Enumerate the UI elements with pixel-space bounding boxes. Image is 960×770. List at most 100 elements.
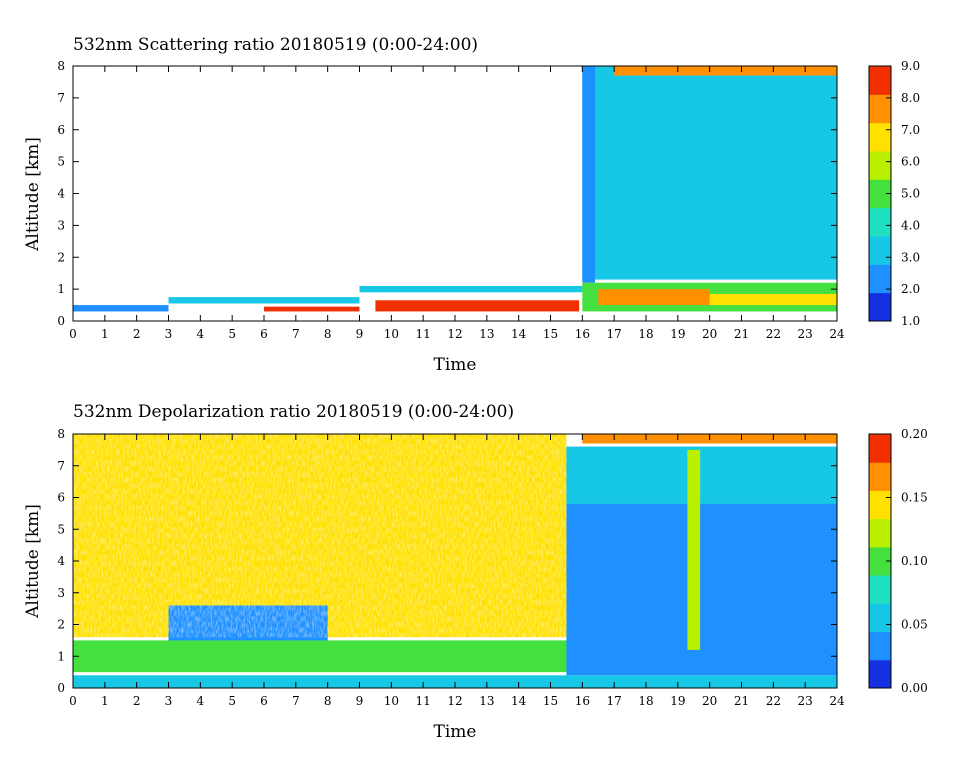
scattering-heatmap: [73, 66, 837, 321]
x-tick-label: 0: [69, 694, 77, 708]
x-tick-label: 18: [638, 327, 653, 341]
scattering-xlabel: Time: [434, 355, 477, 375]
x-tick-label: 11: [416, 327, 431, 341]
colorbar-segment: [869, 631, 891, 661]
y-tick-label: 2: [57, 250, 65, 264]
heatmap-region: [709, 293, 837, 306]
x-tick-label: 16: [575, 694, 590, 708]
x-tick-label: 15: [543, 694, 558, 708]
colorbar-segment: [869, 603, 891, 633]
depolarization-colorbar: 0.00 0.05 0.10 0.15 0.20: [868, 427, 928, 695]
heatmap-region: [614, 66, 837, 76]
y-tick-label: 0: [57, 681, 65, 695]
y-tick-label: 3: [57, 586, 65, 600]
y-tick-label: 5: [57, 155, 65, 169]
y-tick-label: 2: [57, 618, 65, 632]
colorbar-segment: [869, 122, 891, 152]
heatmap-region: [598, 289, 710, 306]
x-tick-label: 23: [798, 327, 813, 341]
x-tick-label: 23: [798, 694, 813, 708]
x-tick-label: 22: [766, 327, 781, 341]
heatmap-region: [582, 66, 596, 283]
x-tick-label: 20: [702, 327, 717, 341]
colorbar-segment: [869, 434, 891, 463]
x-tick-label: 11: [416, 694, 431, 708]
colorbar-segment: [869, 546, 891, 576]
x-tick-label: 0: [69, 327, 77, 341]
colorbar-segment: [869, 518, 891, 548]
colorbar-tick-label: 4.0: [901, 218, 920, 232]
heatmap-region: [687, 449, 701, 650]
x-tick-label: 24: [829, 694, 845, 708]
x-tick-label: 13: [479, 694, 494, 708]
x-tick-label: 2: [133, 694, 141, 708]
depolarization-title: 532nm Depolarization ratio 20180519 (0:0…: [73, 402, 514, 422]
heatmap-region: [582, 66, 837, 280]
x-tick-label: 3: [165, 327, 173, 341]
colorbar-segment: [869, 151, 891, 180]
colorbar-tick-label: 2.0: [901, 282, 920, 296]
scattering-panel: 532nm Scattering ratio 20180519 (0:00-24…: [23, 35, 920, 375]
x-tick-label: 21: [734, 694, 749, 708]
y-tick-label: 6: [57, 123, 65, 137]
colorbar-tick-label: 7.0: [901, 123, 920, 137]
scattering-axes: 0 1 2 3 4 5 6 7 8 9 10 11 12 13 14 15 16 17 18 19 20 21 22 23 24…: [57, 59, 845, 341]
x-tick-label: 12: [447, 694, 462, 708]
x-tick-label: 10: [384, 694, 399, 708]
x-tick-label: 9: [356, 694, 364, 708]
colorbar-segment: [869, 264, 891, 294]
y-tick-label: 5: [57, 522, 65, 536]
colorbar-tick-label: 0.00: [901, 681, 928, 695]
depolarization-xlabel: Time: [434, 722, 477, 742]
colorbar-segment: [869, 207, 891, 237]
heatmap-region: [73, 640, 583, 673]
x-tick-label: 1: [101, 694, 109, 708]
scattering-colorbar: 1.0 2.0 3.0 4.0 5.0 6.0 7.0 8.0 9.0: [868, 59, 920, 328]
y-tick-label: 1: [57, 649, 65, 663]
depolarization-heatmap: [73, 434, 837, 688]
colorbar-segment: [869, 490, 891, 520]
colorbar-segment: [869, 292, 891, 322]
x-tick-label: 3: [165, 694, 173, 708]
x-tick-label: 19: [670, 327, 685, 341]
x-tick-label: 20: [702, 694, 717, 708]
y-tick-label: 6: [57, 491, 65, 505]
x-tick-label: 14: [511, 327, 527, 341]
x-tick-label: 7: [292, 694, 300, 708]
x-tick-label: 5: [228, 327, 236, 341]
heatmap-region: [566, 446, 837, 504]
x-tick-label: 13: [479, 327, 494, 341]
x-tick-label: 8: [324, 694, 332, 708]
depolarization-panel: 532nm Depolarization ratio 20180519 (0:0…: [23, 402, 928, 742]
y-tick-label: 8: [57, 427, 65, 441]
y-tick-label: 4: [57, 187, 65, 201]
depolarization-ylabel: Altitude [km]: [23, 504, 43, 619]
x-tick-label: 2: [133, 327, 141, 341]
x-tick-label: 7: [292, 327, 300, 341]
colorbar-tick-label: 3.0: [901, 250, 920, 264]
x-tick-label: 9: [356, 327, 364, 341]
colorbar-segment: [869, 659, 891, 689]
x-tick-label: 1: [101, 327, 109, 341]
y-tick-label: 8: [57, 59, 65, 73]
x-tick-label: 15: [543, 327, 558, 341]
x-tick-label: 17: [607, 327, 622, 341]
noise-texture: [73, 434, 567, 638]
heatmap-region: [359, 285, 583, 293]
colorbar-tick-label: 6.0: [901, 155, 920, 169]
x-tick-label: 14: [511, 694, 527, 708]
y-tick-label: 7: [57, 91, 65, 105]
colorbar-tick-label: 0.20: [901, 427, 928, 441]
x-tick-label: 5: [228, 694, 236, 708]
colorbar-segment: [869, 66, 891, 95]
scattering-ylabel: Altitude [km]: [23, 137, 43, 252]
y-tick-label: 4: [57, 554, 65, 568]
heatmap-region: [375, 300, 580, 312]
x-tick-label: 4: [197, 694, 205, 708]
y-tick-label: 7: [57, 459, 65, 473]
y-tick-label: 0: [57, 314, 65, 328]
x-tick-label: 6: [260, 327, 268, 341]
colorbar-segment: [869, 179, 891, 209]
y-tick-label: 3: [57, 218, 65, 232]
